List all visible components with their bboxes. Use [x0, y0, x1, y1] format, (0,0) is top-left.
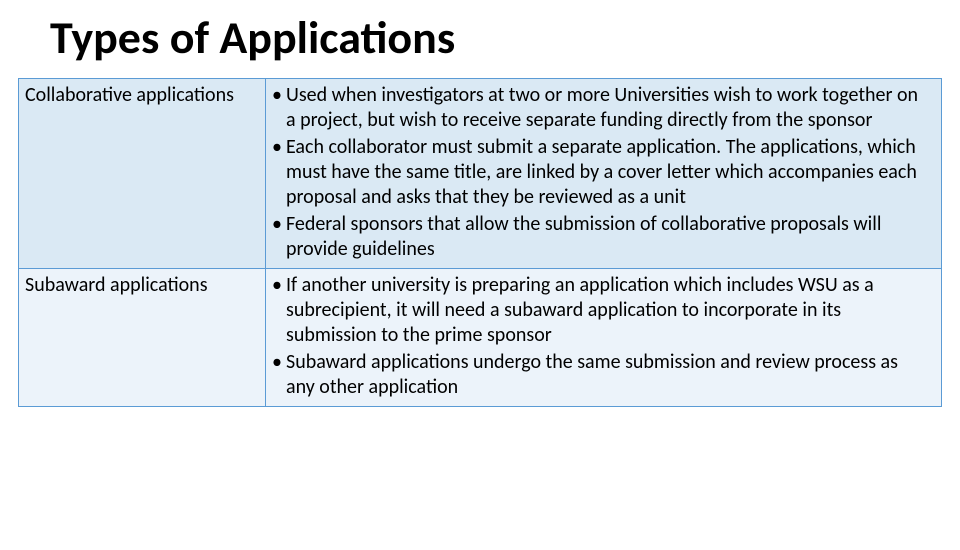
applications-table: Collaborative applications Used when inv… — [18, 78, 942, 407]
bullet-item: If another university is preparing an ap… — [272, 273, 931, 348]
bullet-item: Each collaborator must submit a separate… — [272, 135, 931, 210]
row-description: If another university is preparing an ap… — [266, 269, 942, 407]
bullet-list: Used when investigators at two or more U… — [272, 83, 931, 262]
table-row: Collaborative applications Used when inv… — [19, 79, 942, 269]
table-row: Subaward applications If another univers… — [19, 269, 942, 407]
row-label: Collaborative applications — [19, 79, 266, 269]
bullet-list: If another university is preparing an ap… — [272, 273, 931, 400]
row-label: Subaward applications — [19, 269, 266, 407]
bullet-item: Used when investigators at two or more U… — [272, 83, 931, 133]
row-description: Used when investigators at two or more U… — [266, 79, 942, 269]
slide: Types of Applications Collaborative appl… — [0, 10, 960, 550]
bullet-item: Federal sponsors that allow the submissi… — [272, 212, 931, 262]
page-title: Types of Applications — [50, 10, 960, 66]
bullet-item: Subaward applications undergo the same s… — [272, 350, 931, 400]
